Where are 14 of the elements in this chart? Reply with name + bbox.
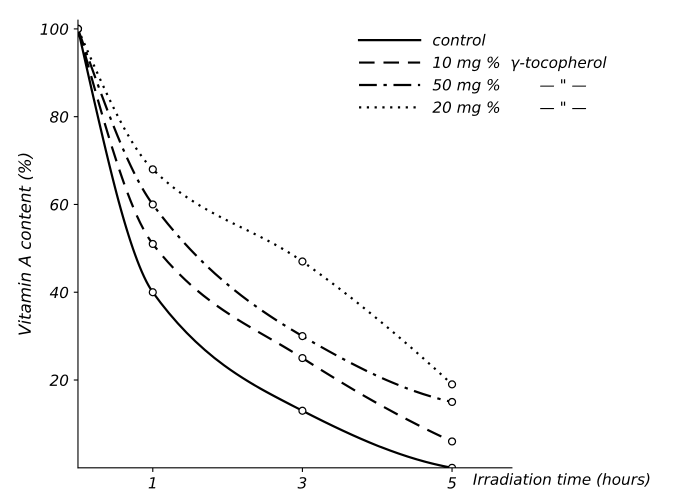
legend-label: control	[433, 34, 486, 46]
legend-label: 10 mg % γ-tocopherol	[433, 56, 607, 72]
y-tick-label: 60	[50, 198, 68, 210]
y-tick-label: 20	[50, 374, 68, 386]
x-tick-label: 5	[447, 477, 456, 489]
x-tick-label: 3	[298, 477, 306, 489]
legend-label: 20 mg % — " —	[432, 101, 586, 116]
y-tick-label: 80	[50, 111, 68, 123]
y-tick-label: 40	[50, 286, 68, 298]
legend-label: 50 mg % — " —	[432, 78, 586, 94]
x-tick-label: 1	[148, 477, 156, 488]
y-axis-title: Vitamin A content (%)	[18, 154, 33, 335]
x-axis-title: Irradiation time (hours)	[473, 473, 650, 487]
y-tick-label: 100	[40, 23, 68, 35]
